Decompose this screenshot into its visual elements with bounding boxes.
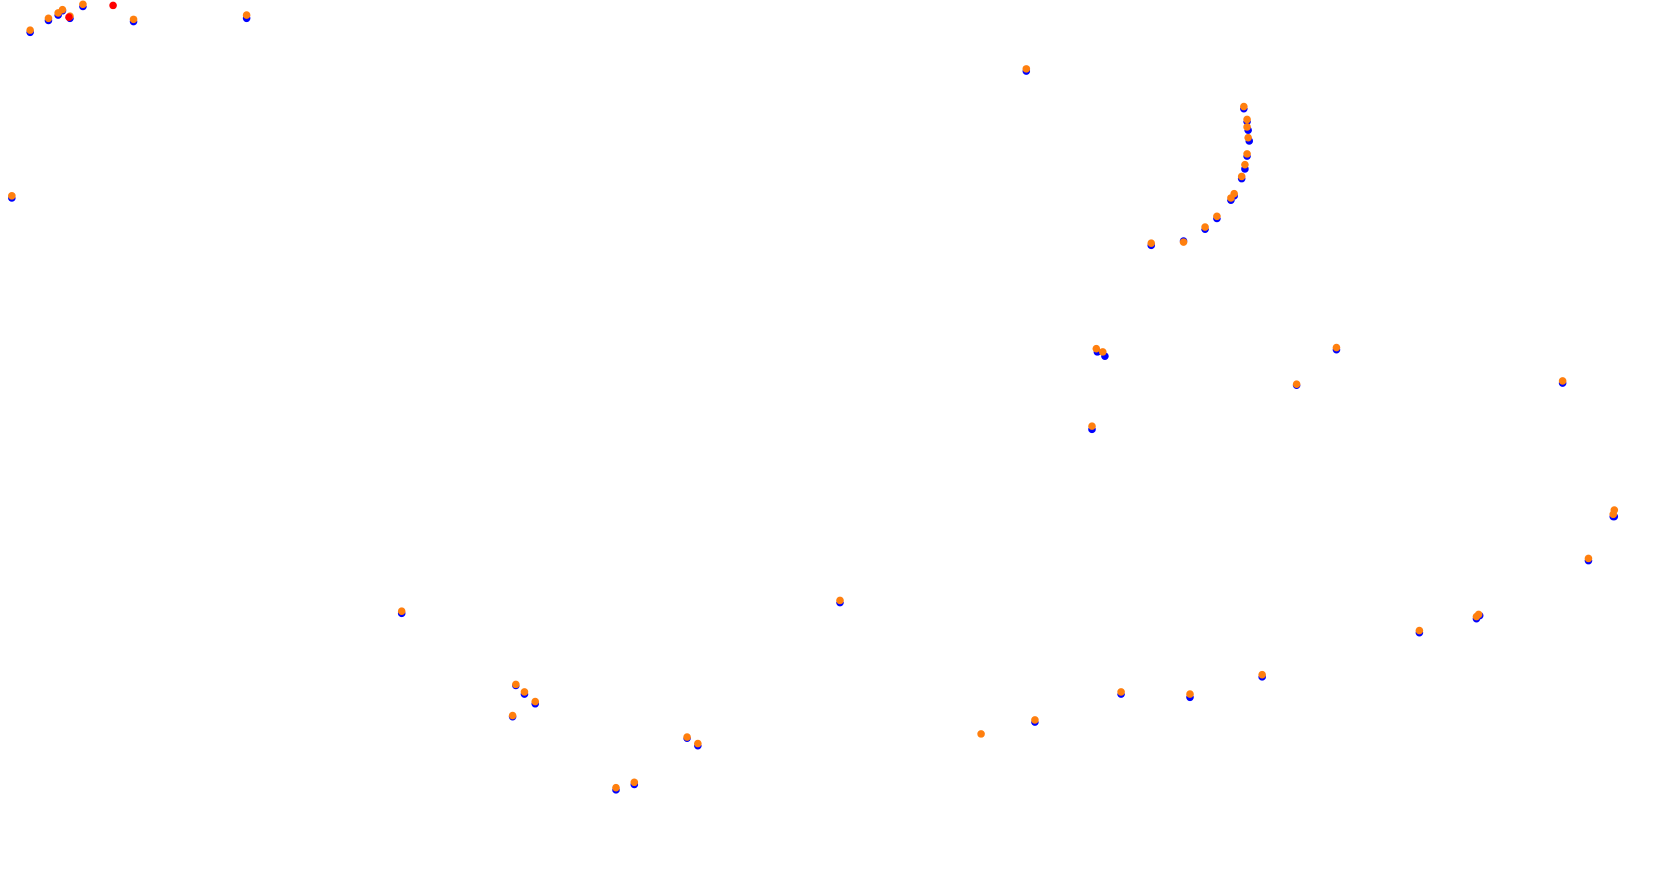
point [1227,194,1235,202]
point [79,0,87,9]
point [1244,133,1252,142]
point [397,607,406,616]
point [1584,554,1593,563]
point [1098,348,1107,356]
point [683,733,691,741]
point [1241,160,1249,169]
point [1240,102,1248,111]
point [65,13,73,22]
point [58,5,67,14]
point [1237,172,1246,181]
point [1258,670,1266,679]
point [242,11,251,19]
point [109,1,117,10]
point [1243,123,1251,131]
point [44,14,53,23]
point [1201,223,1209,231]
point [694,739,702,748]
point [1213,212,1221,221]
point [1117,688,1125,696]
point [1332,343,1341,352]
point [520,688,529,696]
point [1088,422,1096,430]
point [1292,380,1301,388]
point [1472,612,1481,621]
point [1186,690,1194,698]
point [1092,344,1101,353]
point [836,596,844,605]
point [1031,716,1039,724]
point [612,783,620,792]
point [1415,626,1424,635]
point [1243,115,1251,124]
point [531,697,540,706]
point [26,26,34,34]
point [1558,377,1567,385]
point [977,730,985,738]
point [129,15,138,24]
point [1609,510,1618,519]
point [1179,238,1188,246]
point [630,778,639,787]
point [512,680,520,689]
point [1022,65,1031,73]
point [508,711,517,720]
point [1243,150,1251,158]
point [8,192,16,200]
point [1147,239,1156,247]
